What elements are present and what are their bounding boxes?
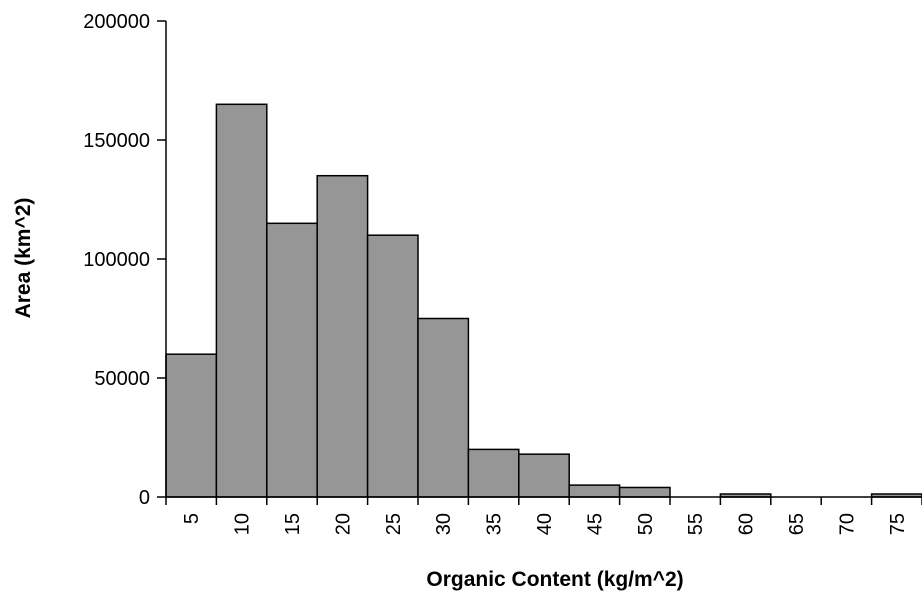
x-axis-ticks: 5 10 15 20 25 30 35 40 45 50 55 60 65 70 75 [165,497,922,535]
x-tick-label: 5 [181,513,203,524]
x-tick-label: 70 [836,513,858,535]
y-tick-label: 100000 [83,249,150,271]
x-tick-label: 40 [534,513,556,535]
y-tick-label: 0 [139,487,150,509]
bar-10 [215,103,268,498]
x-tick-label: 25 [383,513,405,535]
x-tick-label: 15 [282,513,304,535]
bar-45 [568,484,621,498]
bars-layer [165,103,922,498]
x-tick-label: 65 [786,513,808,535]
bar-20 [316,174,369,498]
x-tick-label: 75 [887,513,909,535]
bar-5 [165,353,218,498]
y-axis-title: Area (km^2) [12,198,35,319]
x-tick-label: 10 [232,513,254,535]
bar-15 [266,222,318,498]
x-tick-label: 45 [584,513,606,535]
bar-30 [417,317,470,498]
y-tick-label: 150000 [83,130,150,152]
y-tick-label: 200000 [83,11,150,33]
x-tick-label: 30 [433,513,455,535]
x-tick-label: 55 [685,513,707,535]
x-tick-label: 20 [332,513,354,535]
x-tick-label: 35 [484,513,506,535]
x-axis-title: Organic Content (kg/m^2) [426,568,683,591]
x-tick-label: 50 [635,513,657,535]
bar-50 [618,486,671,498]
x-tick-label: 60 [736,513,758,535]
bar-25 [366,234,419,498]
y-tick-label: 50000 [94,368,150,390]
bar-35 [467,448,520,498]
y-axis-ticks: 0 50000 100000 150000 200000 [83,11,166,509]
bar-40 [518,453,570,498]
